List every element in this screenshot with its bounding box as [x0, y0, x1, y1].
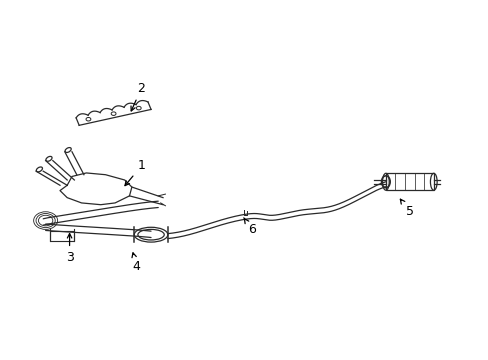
- Text: 6: 6: [244, 218, 255, 236]
- Bar: [385, 173, 433, 190]
- Text: 5: 5: [400, 199, 413, 218]
- Text: 4: 4: [132, 253, 141, 273]
- Text: 2: 2: [131, 82, 145, 111]
- Bar: [50, 231, 74, 241]
- Text: 3: 3: [65, 234, 73, 264]
- Text: 1: 1: [125, 159, 145, 186]
